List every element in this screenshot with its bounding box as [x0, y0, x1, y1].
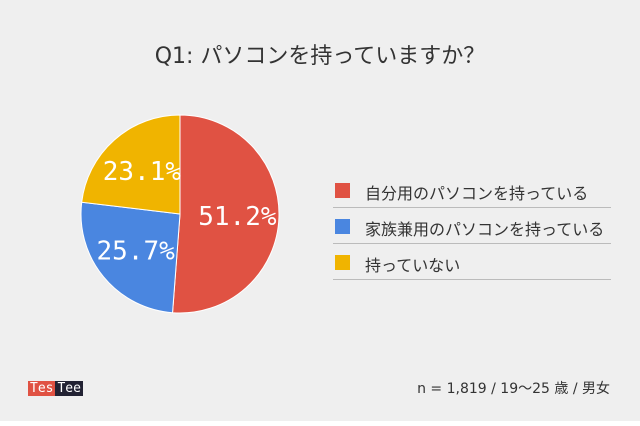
logo-left: Tes [28, 381, 56, 396]
pie-slice [81, 114, 181, 215]
legend-item: 自分用のパソコンを持っている [333, 171, 611, 208]
sample-note: n = 1,819 / 19〜25 歳 / 男女 [417, 381, 610, 397]
pie-slice [172, 114, 280, 314]
legend-item: 持っていない [333, 243, 611, 280]
legend-label: 家族兼用のパソコンを持っている [365, 220, 605, 239]
slice-label: 23.1% [103, 157, 182, 187]
legend-label: 自分用のパソコンを持っている [365, 184, 589, 203]
pie-slice [80, 201, 181, 314]
legend-item: 家族兼用のパソコンを持っている [333, 207, 611, 244]
legend-swatch [335, 183, 350, 198]
logo-right: Tee [55, 381, 83, 396]
legend-swatch [335, 255, 350, 270]
legend-swatch [335, 219, 350, 234]
testee-logo: Tes Tee [28, 381, 83, 396]
slice-label: 25.7% [97, 236, 176, 266]
chart-title: Q1: パソコンを持っていますか？ [154, 44, 486, 69]
legend-label: 持っていない [365, 256, 461, 275]
slice-label: 51.2% [198, 202, 277, 232]
